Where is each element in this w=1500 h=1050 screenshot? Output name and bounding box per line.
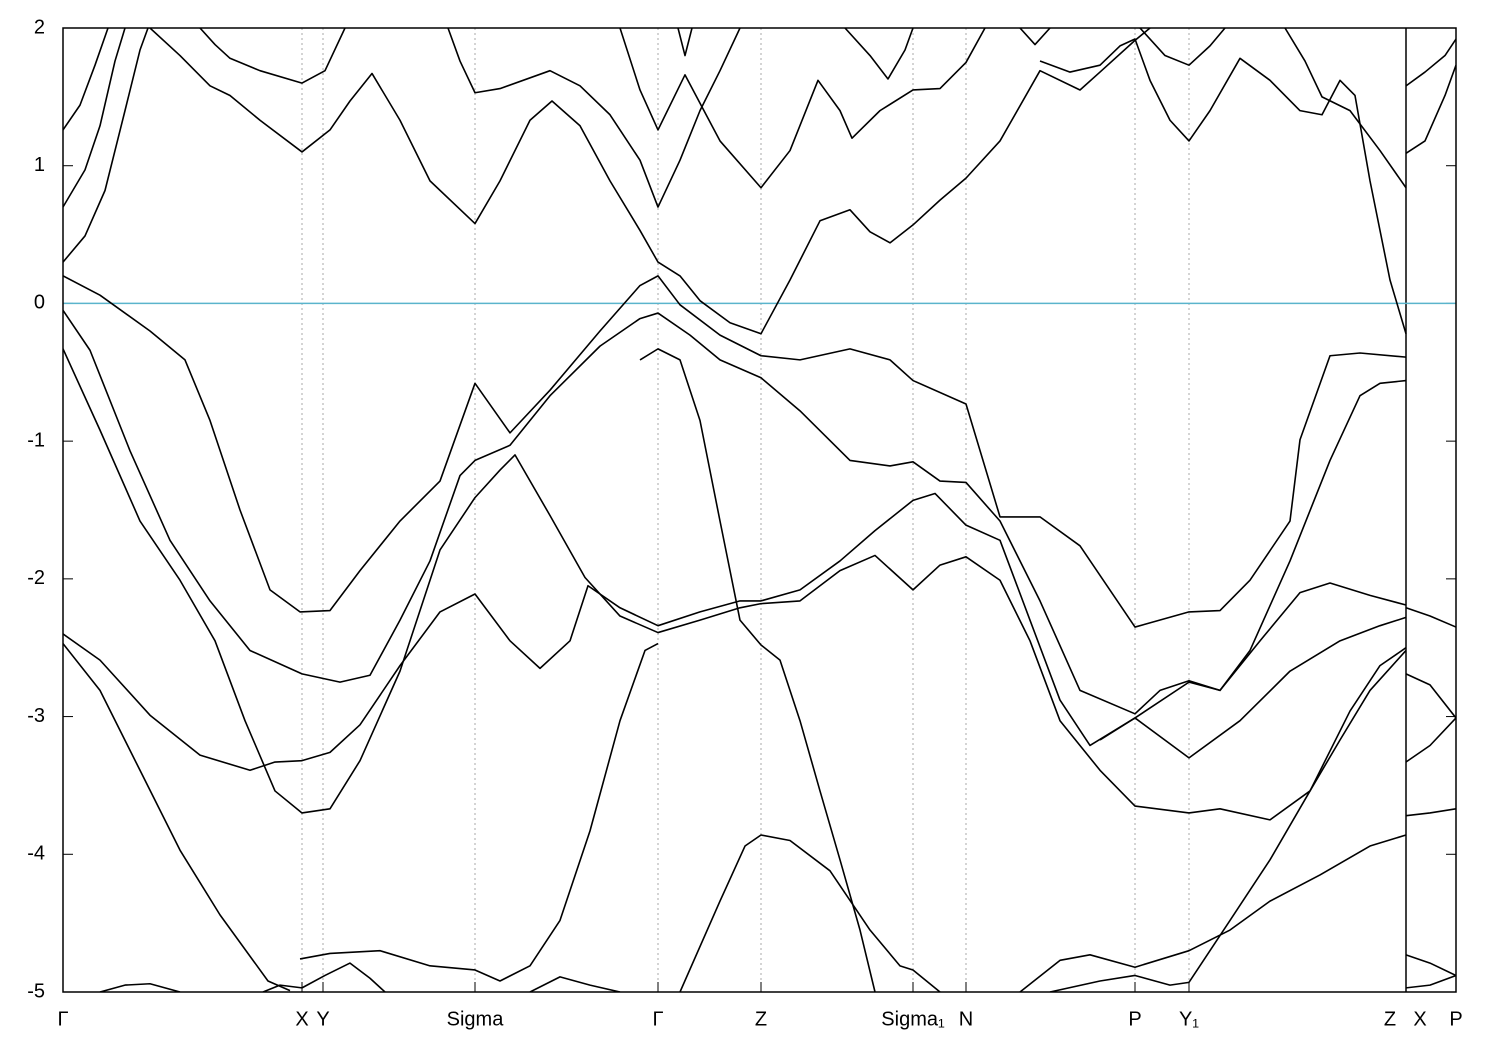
x-tick-label: N (959, 1008, 973, 1030)
grid (62, 27, 1457, 993)
band (1019, 834, 1407, 992)
y-tick-label: 0 (34, 292, 45, 314)
y-tick-label: 1 (34, 154, 45, 176)
x-tick-label: X (1413, 1008, 1426, 1030)
y-tick-label: -4 (27, 843, 45, 865)
band (619, 28, 986, 189)
plot-frame (62, 27, 1457, 993)
x-tick-label: Sigma₁ (881, 1008, 945, 1030)
band (63, 28, 149, 263)
band (1405, 607, 1456, 628)
y-tick-label: -1 (27, 429, 45, 451)
band (1405, 38, 1456, 87)
x-tick-label: P (1128, 1008, 1141, 1030)
band (1405, 717, 1456, 763)
band (447, 28, 741, 208)
band (262, 962, 386, 992)
band (529, 976, 621, 992)
band (1019, 28, 1051, 46)
band (844, 28, 914, 80)
band (99, 982, 181, 992)
x-tick-label: Y₁ (1179, 1008, 1199, 1030)
band (149, 28, 1151, 335)
x-tick-label: Sigma (447, 1008, 505, 1030)
band (1405, 954, 1456, 977)
band (63, 275, 1407, 628)
band (63, 309, 1407, 715)
band (63, 28, 126, 208)
x-tick-label: X (295, 1008, 308, 1030)
y-tick-label: -3 (27, 705, 45, 727)
y-tick-label: -2 (27, 567, 45, 589)
band (1284, 28, 1407, 189)
axis-labels: 210-1-2-3-4-5Γ X Y Sigma Γ Z Sigma₁ N P Y₁ Z X P (27, 16, 1462, 1030)
band (677, 28, 693, 57)
y-tick-label: 2 (34, 16, 45, 38)
x-tick-label: Z (755, 1008, 767, 1030)
band (679, 834, 941, 992)
band (199, 28, 346, 84)
x-tick-label: P (1449, 1008, 1462, 1030)
y-tick-label: -5 (27, 980, 45, 1002)
band (63, 492, 1407, 772)
band (1405, 673, 1456, 719)
x-tick-label: Γ (652, 1008, 663, 1030)
band (1139, 28, 1226, 66)
band (1405, 808, 1456, 817)
band (1039, 38, 1407, 334)
band (63, 643, 291, 992)
band (639, 348, 876, 992)
band (1405, 974, 1456, 989)
band (1405, 64, 1456, 154)
x-tick-label: Γ (57, 1008, 68, 1030)
band (63, 28, 109, 131)
band (63, 348, 1407, 821)
x-tick-label: Z (1384, 1008, 1396, 1030)
band (299, 642, 659, 982)
bands (63, 28, 1456, 992)
x-tick-label: Y (316, 1008, 329, 1030)
band (1099, 582, 1407, 741)
band (1049, 649, 1407, 992)
